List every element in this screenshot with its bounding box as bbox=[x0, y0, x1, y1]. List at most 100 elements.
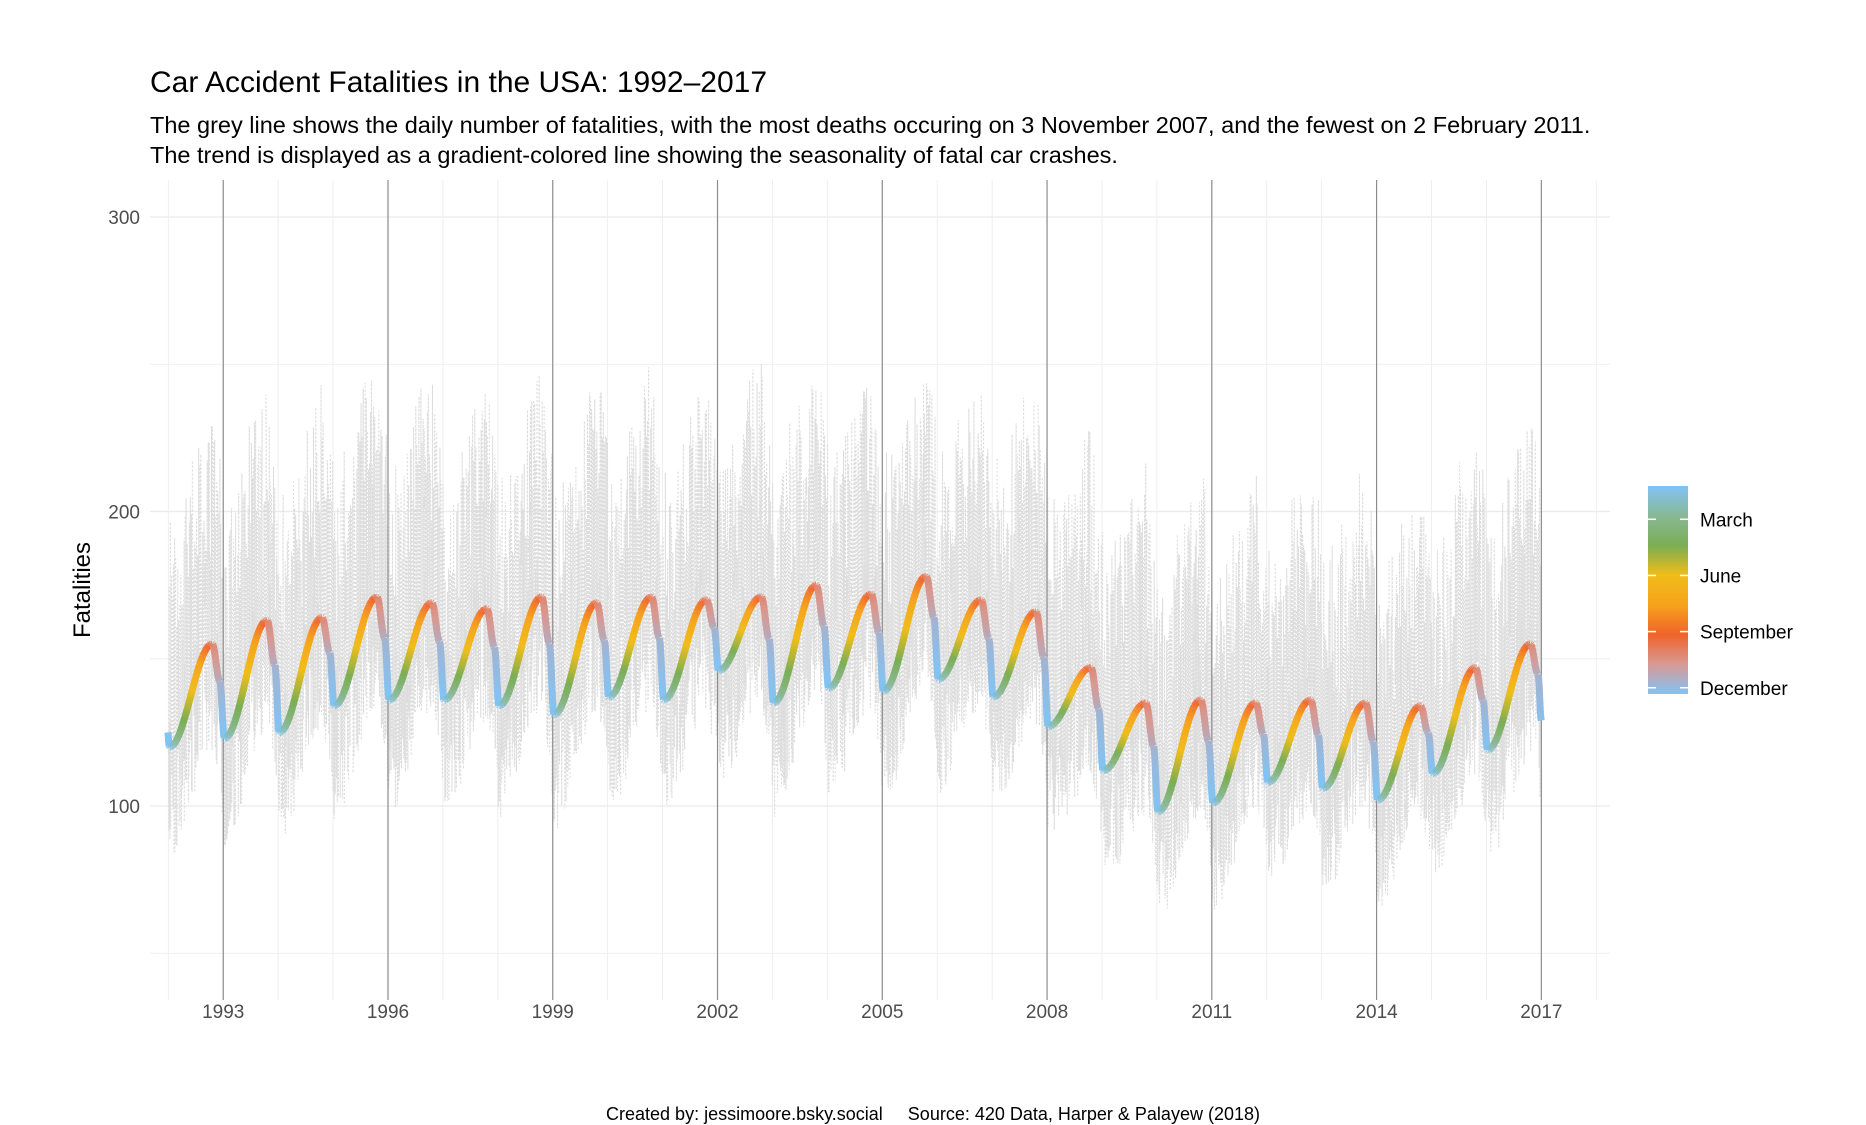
trend-segment bbox=[1297, 718, 1298, 719]
trend-segment bbox=[1337, 765, 1338, 766]
trend-segment bbox=[1384, 795, 1385, 796]
trend-segment bbox=[678, 673, 679, 675]
trend-segment bbox=[857, 616, 858, 618]
trend-segment bbox=[901, 649, 902, 651]
trend-segment bbox=[1234, 753, 1235, 755]
trend-segment bbox=[1057, 720, 1058, 721]
trend-segment bbox=[421, 616, 422, 617]
trend-segment bbox=[1127, 730, 1128, 731]
trend-segment bbox=[1210, 755, 1211, 766]
trend-segment bbox=[241, 697, 242, 699]
trend-segment bbox=[1121, 745, 1122, 746]
trend-segment bbox=[1412, 714, 1413, 715]
trend-segment bbox=[1444, 755, 1445, 757]
trend-segment bbox=[1136, 711, 1137, 712]
trend-segment bbox=[1358, 709, 1359, 710]
trend-segment bbox=[1501, 723, 1502, 725]
trend-segment bbox=[674, 686, 675, 687]
trend-segment bbox=[1168, 797, 1169, 799]
trend-segment bbox=[604, 639, 605, 640]
trend-segment bbox=[287, 722, 288, 723]
trend-segment bbox=[845, 656, 846, 658]
trend-segment bbox=[270, 636, 271, 641]
trend-segment bbox=[951, 663, 952, 664]
trend-segment bbox=[509, 690, 510, 692]
trend-segment bbox=[227, 737, 228, 738]
trend-segment bbox=[1223, 789, 1224, 790]
trend-segment bbox=[424, 610, 425, 611]
trend-segment bbox=[470, 637, 471, 639]
trend-segment bbox=[819, 593, 820, 597]
trend-segment bbox=[680, 667, 681, 669]
trend-segment bbox=[215, 654, 216, 658]
trend-segment bbox=[221, 694, 222, 704]
trend-segment bbox=[1037, 613, 1038, 615]
trend-segment bbox=[848, 646, 849, 648]
trend-segment bbox=[474, 628, 475, 629]
trend-segment bbox=[574, 661, 575, 663]
trend-segment bbox=[612, 695, 613, 696]
trend-segment bbox=[1140, 706, 1141, 707]
trend-segment bbox=[345, 688, 346, 690]
trend-segment bbox=[1354, 717, 1355, 718]
trend-segment bbox=[1156, 781, 1157, 793]
trend-segment bbox=[700, 605, 701, 606]
trend-segment bbox=[1294, 725, 1295, 726]
trend-segment bbox=[1539, 692, 1540, 704]
trend-segment bbox=[1228, 773, 1229, 775]
trend-segment bbox=[738, 639, 739, 640]
trend-segment bbox=[1275, 776, 1276, 777]
trend-segment bbox=[672, 691, 673, 692]
trend-segment bbox=[788, 671, 789, 673]
trend-segment bbox=[174, 744, 175, 745]
trend-segment bbox=[877, 628, 878, 631]
y-tick-label: 100 bbox=[108, 797, 140, 818]
trend-segment bbox=[780, 695, 781, 696]
trend-segment bbox=[583, 626, 584, 628]
trend-segment bbox=[900, 653, 901, 655]
trend-segment bbox=[1248, 709, 1249, 710]
trend-segment bbox=[862, 603, 863, 604]
trend-segment bbox=[1219, 798, 1220, 799]
trend-segment bbox=[607, 680, 608, 689]
trend-segment bbox=[357, 645, 358, 647]
trend-segment bbox=[1293, 728, 1294, 730]
trend-segment bbox=[1479, 679, 1480, 683]
trend-segment bbox=[947, 671, 948, 672]
trend-segment bbox=[746, 617, 747, 618]
trend-segment bbox=[1186, 729, 1187, 731]
trend-segment bbox=[932, 609, 933, 612]
trend-segment bbox=[240, 701, 241, 703]
trend-segment bbox=[1341, 753, 1342, 755]
trend-segment bbox=[598, 605, 599, 607]
trend-segment bbox=[1150, 722, 1151, 727]
x-tick-label: 2005 bbox=[861, 1002, 903, 1023]
trend-segment bbox=[827, 669, 828, 679]
trend-segment bbox=[790, 662, 791, 664]
trend-segment bbox=[1479, 682, 1480, 686]
trend-segment bbox=[278, 721, 279, 729]
trend-segment bbox=[478, 618, 479, 619]
trend-segment bbox=[1535, 666, 1536, 669]
trend-segment bbox=[572, 669, 573, 671]
trend-segment bbox=[913, 600, 914, 602]
trend-segment bbox=[966, 622, 967, 623]
y-axis-title: Fatalities bbox=[69, 542, 96, 638]
trend-segment bbox=[298, 685, 299, 687]
trend-segment bbox=[1322, 779, 1323, 785]
trend-segment bbox=[1314, 716, 1315, 720]
trend-segment bbox=[1372, 741, 1373, 742]
trend-segment bbox=[240, 703, 241, 705]
trend-segment bbox=[1109, 767, 1110, 768]
trend-segment bbox=[835, 683, 836, 684]
trend-segment bbox=[414, 639, 415, 641]
trend-segment bbox=[962, 632, 963, 634]
trend-segment bbox=[532, 610, 533, 611]
trend-segment bbox=[236, 718, 237, 720]
trend-segment bbox=[752, 605, 753, 606]
trend-segment bbox=[494, 646, 495, 647]
trend-segment bbox=[359, 637, 360, 639]
trend-segment bbox=[476, 622, 477, 623]
trend-segment bbox=[235, 719, 236, 721]
trend-segment bbox=[904, 636, 905, 638]
